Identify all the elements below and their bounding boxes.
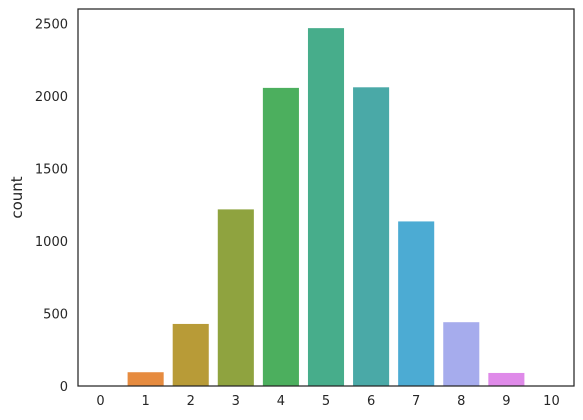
y-tick-label: 2500 [35, 18, 68, 33]
x-tick-label: 0 [96, 394, 104, 409]
y-tick-label: 500 [43, 308, 68, 323]
x-tick-label: 1 [141, 394, 149, 409]
bar-4 [263, 88, 299, 386]
bar-8 [443, 322, 479, 386]
x-tick-label: 4 [277, 394, 285, 409]
y-tick-label: 1000 [35, 235, 68, 250]
x-tick-label: 5 [322, 394, 330, 409]
y-tick-label: 1500 [35, 163, 68, 178]
y-tick-label: 2000 [35, 90, 68, 105]
bar-3 [218, 209, 254, 386]
x-tick-label: 8 [457, 394, 465, 409]
x-tick-label: 2 [187, 394, 195, 409]
y-axis-label: count [8, 176, 26, 218]
bar-1 [128, 372, 164, 386]
x-tick-label: 6 [367, 394, 375, 409]
x-tick-label: 7 [412, 394, 420, 409]
x-tick-label: 9 [502, 394, 510, 409]
bar-5 [308, 28, 344, 386]
x-axis-ticks: 0 1 2 3 4 5 6 7 8 9 10 [96, 394, 559, 409]
bar-2 [173, 324, 209, 386]
y-tick-label: 0 [60, 380, 68, 395]
y-axis-ticks: 0 500 1000 1500 2000 2500 [35, 18, 68, 396]
bar-7 [398, 221, 434, 386]
bar-9 [488, 373, 524, 386]
bars-group [83, 28, 570, 386]
bar-6 [353, 87, 389, 386]
x-tick-label: 3 [232, 394, 240, 409]
x-tick-label: 10 [543, 394, 560, 409]
